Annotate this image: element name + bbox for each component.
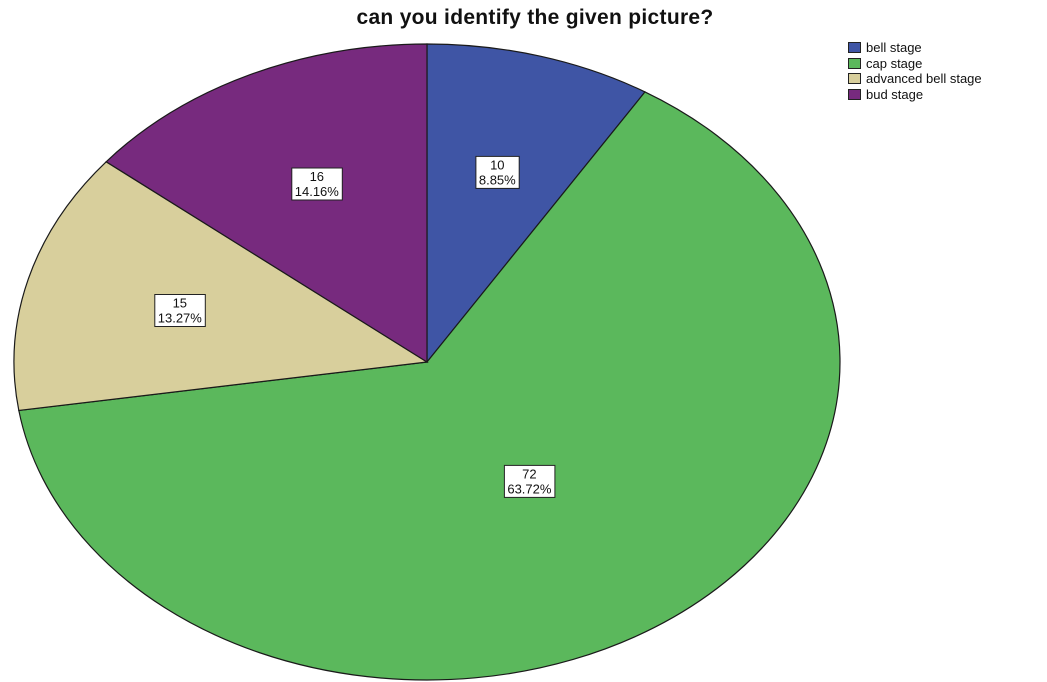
legend-label: bell stage (866, 40, 922, 56)
data-label-box (503, 464, 556, 498)
data-label-count: 10 (490, 157, 504, 172)
legend-item-cap-stage: cap stage (848, 56, 982, 72)
data-label-count: 15 (173, 296, 187, 311)
legend-item-advanced-bell-stage: advanced bell stage (848, 71, 982, 87)
legend: bell stage cap stage advanced bell stage bu… (848, 40, 982, 102)
data-label-box (154, 294, 206, 327)
legend-swatch (848, 57, 861, 69)
data-label-percent: 8.85% (479, 172, 516, 187)
data-label-count: 16 (310, 169, 324, 184)
legend-swatch (848, 88, 861, 100)
legend-swatch (848, 73, 861, 85)
legend-item-bell-stage: bell stage (848, 40, 982, 56)
data-label-percent: 63.72% (507, 481, 552, 496)
pie-slice-cap-stage (18, 91, 841, 681)
legend-label: advanced bell stage (866, 71, 982, 87)
legend-swatch (848, 42, 861, 54)
pie-slice-bell-stage (426, 43, 646, 364)
legend-label: cap stage (866, 55, 923, 71)
data-label-box (475, 155, 520, 189)
legend-item-bud-stage: bud stage (848, 87, 982, 103)
legend-label: bud stage (866, 86, 924, 102)
pie-slice-bud-stage (105, 43, 428, 364)
data-label-percent: 13.27% (158, 311, 203, 326)
pie-slice-advanced-bell-stage (13, 161, 429, 412)
data-label-box (291, 167, 343, 201)
data-label-bell-stage: 108.85% (475, 155, 520, 189)
data-label-count: 72 (522, 466, 536, 481)
data-label-percent: 14.16% (295, 184, 340, 199)
chart-title: can you identify the given picture? (356, 6, 714, 29)
pie-slices (13, 43, 841, 681)
